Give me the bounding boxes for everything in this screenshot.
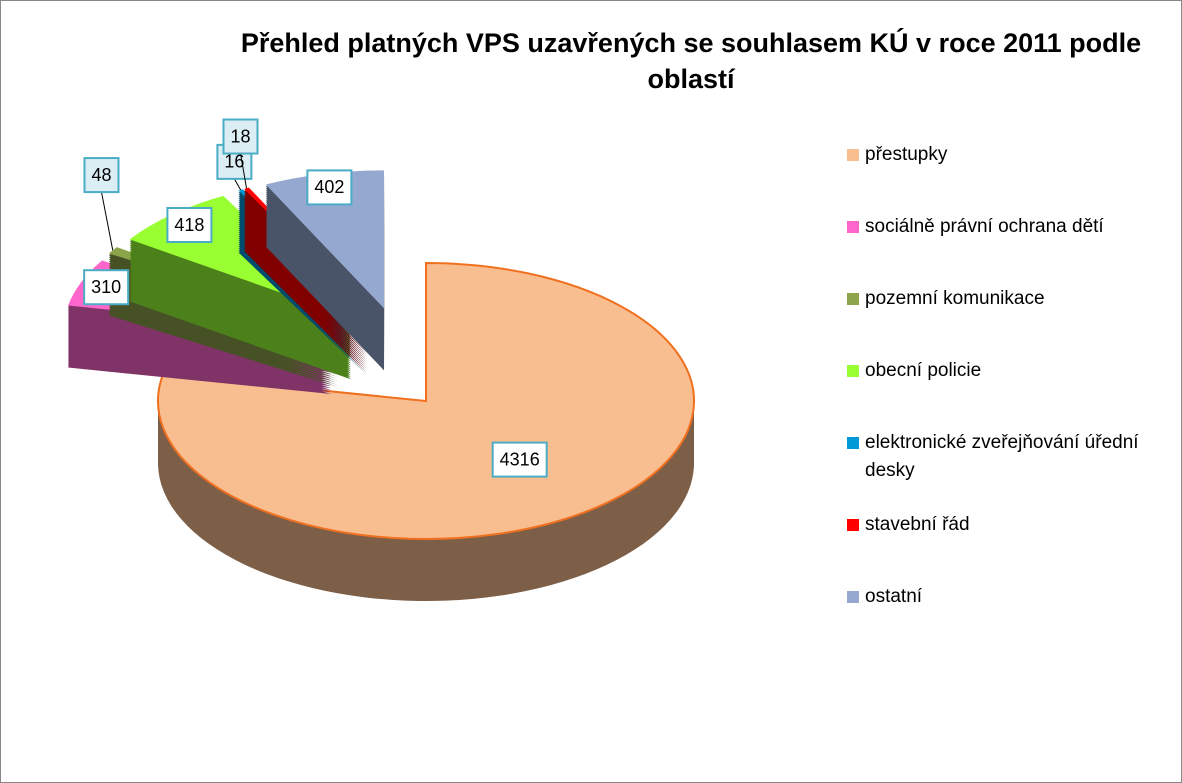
legend-label: přestupky — [865, 144, 948, 165]
slice-side — [244, 229, 368, 354]
legend-item: sociálně právní ochrana dětí — [847, 213, 1177, 241]
value-label: 18 — [230, 126, 250, 146]
legend-label: obecní policie — [865, 360, 982, 381]
slice-side — [244, 249, 368, 374]
legend-item: stavební řád — [847, 511, 1177, 539]
pie-slice — [265, 170, 385, 371]
legend-label: sociálně právní ochrana dětí — [865, 216, 1104, 237]
legend-swatch — [847, 591, 859, 603]
slice-side — [244, 247, 368, 372]
value-label-box — [83, 157, 120, 194]
legend-swatch — [847, 437, 859, 449]
leader-line — [240, 153, 248, 189]
slice-side — [244, 245, 368, 370]
legend-swatch — [847, 365, 859, 377]
slice-side — [238, 249, 366, 372]
slice-side — [244, 237, 368, 362]
legend-swatch — [847, 149, 859, 161]
legend-label: elektronické zveřejňování úřední desky — [865, 432, 1139, 481]
value-label: 418 — [174, 215, 204, 235]
legend-item: elektronické zveřejňování úřední desky — [847, 429, 1177, 485]
value-label-box — [306, 169, 353, 206]
value-label: 48 — [91, 165, 111, 185]
legend-label: ostatní — [865, 586, 923, 607]
value-label-box — [166, 207, 213, 244]
chart-title: Přehled platných VPS uzavřených se souhl… — [240, 28, 1142, 94]
legend-item: obecní policie — [847, 357, 1177, 385]
slice-side — [244, 233, 368, 358]
leader-line — [233, 178, 242, 191]
slice-side — [244, 227, 368, 352]
pie-slice — [157, 261, 695, 601]
value-label-box — [491, 441, 548, 478]
legend-item: pozemní komunikace — [847, 285, 1177, 313]
legend-label: stavební řád — [865, 514, 970, 535]
legend-swatch — [847, 221, 859, 233]
value-label-box — [83, 269, 130, 306]
slice-side — [238, 251, 366, 374]
value-label: 16 — [224, 152, 244, 172]
slice-side — [244, 241, 368, 366]
slice-side — [244, 231, 368, 356]
slice-top — [265, 170, 385, 309]
legend-label: pozemní komunikace — [865, 288, 1045, 309]
legend-item: ostatní — [847, 583, 1177, 611]
leader-line — [101, 191, 114, 251]
value-label-box — [222, 118, 259, 155]
slice-side — [244, 239, 368, 364]
value-label: 402 — [314, 177, 344, 197]
legend-swatch — [847, 293, 859, 305]
legend-swatch — [847, 519, 859, 531]
value-label: 310 — [91, 277, 121, 297]
slice-side — [244, 235, 368, 360]
slice-side — [244, 243, 368, 368]
slice-top — [157, 261, 695, 540]
legend-item: přestupky — [847, 141, 1177, 169]
value-label: 4316 — [500, 449, 540, 469]
